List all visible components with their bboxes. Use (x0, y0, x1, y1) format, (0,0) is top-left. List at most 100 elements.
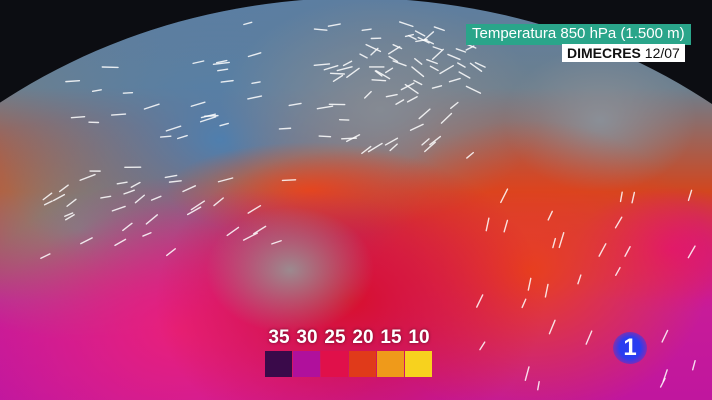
wind-arrow-icon (521, 298, 527, 309)
wind-arrow-icon (329, 72, 346, 75)
wind-arrow-icon (219, 122, 230, 127)
wind-arrow-icon (336, 66, 353, 72)
wind-arrow-icon (418, 108, 431, 120)
wind-arrow-icon (465, 45, 475, 51)
wind-arrow-icon (346, 134, 361, 143)
wind-arrow-icon (388, 55, 399, 63)
wind-arrow-icon (176, 134, 188, 140)
wind-arrow-icon (431, 48, 444, 60)
wind-arrow-icon (70, 115, 86, 119)
wind-arrow-icon (186, 206, 202, 216)
wind-arrow-icon (271, 240, 282, 245)
wind-arrow-icon (432, 46, 443, 51)
wind-arrow-icon (424, 141, 436, 153)
wind-arrow-icon (361, 145, 372, 155)
temperature-legend: 35 30 25 20 15 10 (265, 327, 433, 377)
wind-arrow-icon (166, 248, 176, 257)
wind-arrow-icon (164, 174, 178, 179)
wind-arrow-icon (114, 238, 127, 247)
legend-label: 30 (296, 327, 318, 348)
wind-arrow-icon (122, 222, 133, 232)
wind-arrow-icon (58, 184, 69, 193)
wind-arrow-icon (398, 21, 414, 28)
wind-arrow-icon (192, 60, 205, 65)
wind-arrow-icon (414, 58, 423, 65)
wind-arrow-icon (395, 99, 405, 105)
wind-arrow-icon (66, 198, 77, 207)
wind-arrow-icon (215, 59, 228, 64)
wind-arrow-icon (585, 330, 593, 345)
wind-arrow-icon (316, 105, 334, 110)
wind-arrow-icon (134, 194, 145, 204)
legend-label: 15 (380, 327, 402, 348)
wind-arrow-icon (168, 180, 182, 183)
wind-arrow-icon (346, 67, 360, 78)
wind-arrow-icon (544, 283, 549, 298)
wind-arrow-icon (213, 197, 224, 207)
wind-arrow-icon (313, 63, 331, 66)
wind-arrow-icon (429, 65, 439, 72)
legend-label: 25 (324, 327, 346, 348)
wind-arrow-icon (375, 69, 391, 80)
wind-arrow-icon (385, 67, 394, 74)
wind-arrow-icon (110, 113, 127, 116)
wind-arrow-icon (217, 177, 234, 183)
date-value: 12/07 (644, 45, 680, 61)
wind-arrow-icon (247, 95, 263, 100)
legend-label: 20 (352, 327, 374, 348)
wind-arrow-icon (429, 135, 442, 146)
wind-arrow-icon (687, 245, 696, 259)
wind-arrow-icon (116, 181, 128, 185)
wind-arrow-icon (318, 135, 332, 138)
wind-arrow-icon (457, 62, 466, 68)
wind-arrow-icon (226, 226, 240, 237)
map-title: Temperatura 850 hPa (1.500 m) (466, 24, 691, 45)
wind-arrow-icon (433, 26, 445, 32)
day-label: DIMECRES (567, 45, 641, 61)
wind-arrow-icon (384, 137, 399, 146)
legend-label: 10 (408, 327, 430, 348)
wind-arrow-icon (406, 96, 418, 103)
wind-arrow-icon (65, 80, 81, 83)
wind-arrow-icon (327, 23, 341, 27)
wind-arrow-icon (577, 274, 582, 285)
wind-arrow-icon (385, 93, 398, 98)
wind-arrow-icon (458, 71, 471, 79)
wind-arrow-icon (150, 195, 162, 201)
wind-arrow-icon (476, 294, 484, 308)
wind-arrow-icon (614, 216, 623, 229)
wind-arrow-icon (547, 210, 553, 221)
wind-arrow-icon (431, 85, 443, 89)
wind-arrow-icon (199, 116, 217, 123)
wind-arrow-icon (503, 219, 509, 233)
wind-arrow-icon (91, 89, 102, 93)
wind-arrow-icon (204, 114, 219, 117)
wind-arrow-icon (392, 60, 407, 67)
wind-arrow-icon (407, 34, 417, 40)
legend-swatch (377, 351, 404, 377)
wind-arrow-icon (500, 188, 509, 204)
wind-arrow-icon (64, 212, 74, 217)
wind-arrow-icon (288, 102, 302, 107)
wind-arrow-icon (159, 135, 172, 138)
wind-arrow-icon (421, 138, 430, 146)
wind-arrow-icon (111, 205, 126, 212)
wind-arrow-icon (447, 53, 461, 61)
wind-arrow-icon (662, 369, 668, 382)
wind-arrow-icon (243, 21, 253, 26)
wind-arrow-icon (558, 232, 565, 249)
wind-arrow-icon (165, 125, 182, 132)
wind-arrow-icon (485, 217, 490, 232)
wind-arrow-icon (79, 173, 96, 181)
date-label: DIMECRES 12/07 (562, 44, 685, 62)
wind-arrow-icon (361, 28, 372, 32)
wind-arrow-icon (247, 52, 262, 58)
wind-arrow-icon (631, 191, 636, 204)
wind-arrow-icon (411, 66, 425, 78)
wind-arrow-icon (332, 74, 344, 82)
wind-arrow-icon (440, 112, 453, 124)
wind-arrow-icon (615, 266, 621, 277)
legend-swatch (321, 351, 348, 377)
wind-arrow-icon (342, 60, 353, 67)
